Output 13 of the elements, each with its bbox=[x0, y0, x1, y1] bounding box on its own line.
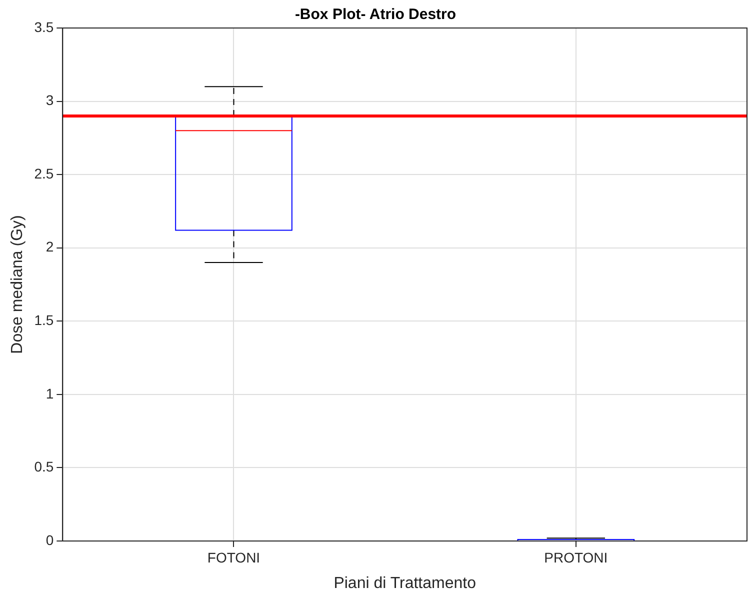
y-tick-label: 0.5 bbox=[34, 458, 54, 475]
x-axis-title: Piani di Trattamento bbox=[334, 574, 476, 592]
y-axis-title: Dose mediana (Gy) bbox=[9, 215, 26, 354]
y-tick-label: 2.5 bbox=[34, 165, 54, 182]
x-tick-label: PROTONI bbox=[544, 549, 608, 566]
y-tick-label: 1.5 bbox=[34, 312, 54, 328]
y-tick-label: 1 bbox=[46, 385, 54, 402]
y-tick-label: 0 bbox=[46, 532, 54, 548]
y-tick-label: 3 bbox=[46, 92, 54, 108]
x-tick-label: FOTONI bbox=[207, 549, 260, 566]
y-tick-label: 2 bbox=[46, 238, 54, 255]
chart-title: -Box Plot- Atrio Destro bbox=[294, 6, 456, 24]
y-tick-label: 3.5 bbox=[34, 18, 54, 35]
